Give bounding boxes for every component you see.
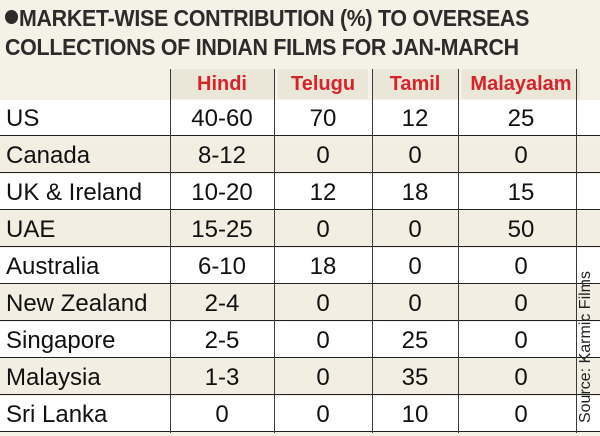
- cell-hindi: 6-10: [197, 253, 247, 280]
- row-label: Malaysia: [6, 364, 101, 391]
- row-label: UAE: [6, 216, 56, 243]
- table-row: Sri Lanka 0 0 10 0: [0, 396, 600, 432]
- cell-malayalam: 0: [514, 401, 528, 428]
- cell-tamil: 12: [401, 105, 429, 132]
- cell-tamil: 0: [408, 142, 422, 169]
- cell-telugu: 18: [309, 253, 337, 280]
- table-row: Singapore 2-5 0 25 0: [0, 322, 600, 358]
- column-divider: [274, 69, 275, 433]
- cell-telugu: 0: [316, 401, 330, 428]
- cell-telugu: 0: [316, 364, 330, 391]
- cell-tamil: 0: [408, 253, 422, 280]
- cell-tamil: 10: [401, 401, 429, 428]
- cell-hindi: 2-4: [204, 290, 240, 317]
- column-divider: [576, 69, 577, 433]
- cell-tamil: 18: [401, 179, 429, 206]
- cell-telugu: 0: [316, 290, 330, 317]
- row-label: UK & Ireland: [6, 179, 143, 206]
- row-divider: [0, 246, 600, 247]
- cell-telugu: 0: [316, 327, 330, 354]
- top-border: [0, 0, 600, 3]
- cell-malayalam: 0: [514, 253, 528, 280]
- column-header-malayalam: Malayalam: [462, 69, 580, 99]
- column-header-hindi: Hindi: [170, 69, 274, 99]
- source-note: Source: Karmic Films: [572, 262, 600, 432]
- row-label: US: [6, 105, 40, 132]
- row-divider: [0, 172, 600, 173]
- row-divider: [0, 209, 600, 210]
- cell-tamil: 25: [401, 327, 429, 354]
- cell-hindi: 1-3: [204, 364, 240, 391]
- table-row: UAE 15-25 0 0 50: [0, 211, 600, 247]
- source-text: Source: Karmic Films: [577, 270, 594, 424]
- row-label: Sri Lanka: [6, 401, 108, 428]
- cell-telugu: 70: [309, 105, 337, 132]
- row-label: Australia: [6, 253, 100, 280]
- table-row: Malaysia 1-3 0 35 0: [0, 359, 600, 395]
- table-row: New Zealand 2-4 0 0 0: [0, 285, 600, 321]
- row-label: Canada: [6, 142, 91, 169]
- cell-tamil: 0: [408, 216, 422, 243]
- column-divider: [458, 69, 459, 433]
- row-divider: [0, 135, 600, 136]
- column-header-tamil: Tamil: [372, 69, 458, 99]
- bullet-icon: [5, 10, 19, 24]
- title-line-2: COLLECTIONS OF INDIAN FILMS FOR JAN-MARC…: [5, 34, 519, 60]
- row-label: New Zealand: [6, 290, 148, 317]
- title-line-1-text: MARKET-WISE CONTRIBUTION (%) TO OVERSEAS: [18, 5, 530, 31]
- column-divider: [372, 69, 373, 433]
- cell-telugu: 0: [316, 216, 330, 243]
- cell-hindi: 0: [215, 401, 229, 428]
- row-divider: [0, 283, 600, 284]
- row-divider: [0, 394, 600, 395]
- cell-hindi: 10-20: [191, 179, 253, 206]
- cell-malayalam: 0: [514, 290, 528, 317]
- table-row: Australia 6-10 18 0 0: [0, 248, 600, 284]
- row-divider: [0, 357, 600, 358]
- cell-tamil: 0: [408, 290, 422, 317]
- cell-malayalam: 0: [514, 364, 528, 391]
- cell-tamil: 35: [401, 364, 429, 391]
- cell-malayalam: 0: [514, 142, 528, 169]
- table-row: UK & Ireland 10-20 12 18 15: [0, 174, 600, 210]
- cell-malayalam: 25: [507, 105, 535, 132]
- cell-hindi: 15-25: [191, 216, 253, 243]
- cell-telugu: 0: [316, 142, 330, 169]
- row-label: Singapore: [6, 327, 116, 354]
- cell-hindi: 40-60: [191, 105, 253, 132]
- cell-malayalam: 0: [514, 327, 528, 354]
- row-divider: [0, 320, 600, 321]
- table-row: Canada 8-12 0 0 0: [0, 137, 600, 173]
- cell-hindi: 2-5: [204, 327, 240, 354]
- cell-telugu: 12: [309, 179, 337, 206]
- table-header: Hindi Telugu Tamil Malayalam: [0, 69, 600, 99]
- cell-hindi: 8-12: [197, 142, 247, 169]
- row-divider: [0, 431, 600, 432]
- cell-malayalam: 15: [507, 179, 535, 206]
- chart-title: MARKET-WISE CONTRIBUTION (%) TO OVERSEAS…: [5, 4, 544, 62]
- title-line-1: MARKET-WISE CONTRIBUTION (%) TO OVERSEAS: [5, 4, 544, 33]
- column-divider: [170, 69, 171, 433]
- column-header-telugu: Telugu: [278, 69, 368, 99]
- table-row: US 40-60 70 12 25: [0, 100, 600, 136]
- cell-malayalam: 50: [507, 216, 535, 243]
